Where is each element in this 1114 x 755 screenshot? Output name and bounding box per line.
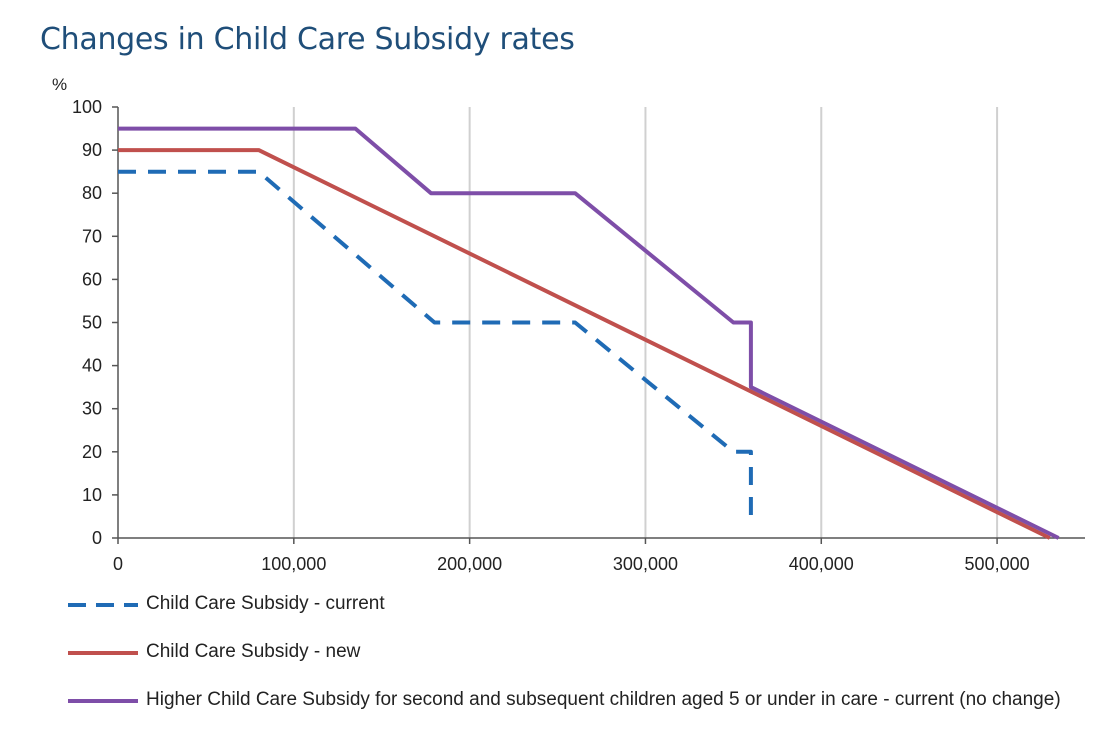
x-tick-label: 200,000 bbox=[437, 554, 502, 574]
x-tick-label: 500,000 bbox=[965, 554, 1030, 574]
x-tick-label: 100,000 bbox=[261, 554, 326, 574]
chart-title: Changes in Child Care Subsidy rates bbox=[40, 22, 575, 57]
legend: Child Care Subsidy - current Child Care … bbox=[68, 592, 1098, 736]
line-chart: 0 10 20 30 40 50 60 70 80 90 100 0 100,000 200,000 300… bbox=[52, 75, 1085, 574]
y-tick-label: 40 bbox=[82, 356, 102, 376]
y-tick-label: 30 bbox=[82, 399, 102, 419]
x-tick-label: 300,000 bbox=[613, 554, 678, 574]
legend-label: Higher Child Care Subsidy for second and… bbox=[146, 689, 1061, 710]
legend-item-current: Child Care Subsidy - current bbox=[68, 592, 1098, 640]
legend-item-new: Child Care Subsidy - new bbox=[68, 640, 1098, 688]
y-tick-label: 80 bbox=[82, 183, 102, 203]
series-line-1 bbox=[118, 169, 753, 526]
legend-label: Child Care Subsidy - current bbox=[146, 593, 385, 614]
legend-label: Child Care Subsidy - new bbox=[146, 641, 361, 662]
y-axis-unit: % bbox=[52, 75, 67, 94]
x-tick-label: 0 bbox=[113, 554, 123, 574]
y-tick-label: 70 bbox=[82, 226, 102, 246]
y-tick-label: 60 bbox=[82, 269, 102, 289]
legend-swatch-red bbox=[68, 651, 138, 655]
y-tick-label: 90 bbox=[82, 140, 102, 160]
x-tick-label: 400,000 bbox=[789, 554, 854, 574]
legend-swatch-dashed bbox=[68, 603, 138, 607]
grid-lines bbox=[292, 107, 999, 538]
y-tick-label: 50 bbox=[82, 313, 102, 333]
series-lines bbox=[118, 126, 1060, 540]
axes bbox=[112, 106, 1085, 544]
legend-item-higher: Higher Child Care Subsidy for second and… bbox=[68, 688, 1098, 736]
y-tick-label: 10 bbox=[82, 485, 102, 505]
y-tick-label: 100 bbox=[72, 97, 102, 117]
series-line-3 bbox=[118, 126, 1060, 540]
legend-swatch-purple bbox=[68, 699, 138, 703]
series-line-2 bbox=[118, 148, 1051, 540]
tick-labels: 0 10 20 30 40 50 60 70 80 90 100 0 100,000 200,000 300… bbox=[72, 97, 1030, 574]
y-tick-label: 20 bbox=[82, 442, 102, 462]
y-tick-label: 0 bbox=[92, 528, 102, 548]
